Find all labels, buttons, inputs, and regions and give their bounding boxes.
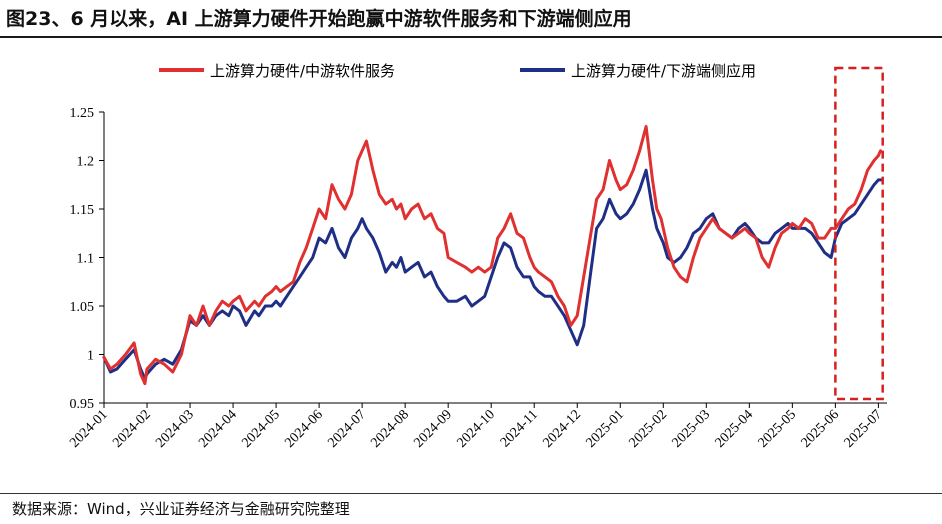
series-line-2	[102, 168, 882, 381]
x-tick-label: 2025-01	[583, 407, 627, 451]
legend: 上游算力硬件/中游软件服务 上游算力硬件/下游端侧应用	[159, 62, 756, 80]
title-rule	[0, 36, 942, 38]
source-note: 数据来源：Wind，兴业证券经济与金融研究院整理	[12, 500, 350, 518]
x-tick-label: 2024-08	[368, 407, 412, 451]
highlight-box	[834, 66, 884, 401]
y-tick-label: 1.15	[70, 203, 95, 218]
line-chart: 上游算力硬件/中游软件服务 上游算力硬件/下游端侧应用 0.95 1 1.05 1.1…	[67, 62, 887, 451]
x-tick-label: 2024-07	[325, 407, 369, 451]
legend-label-series-1: 上游算力硬件/中游软件服务	[210, 62, 395, 80]
x-tick-label: 2025-05	[756, 407, 800, 451]
x-tick-label: 2025-04	[713, 407, 757, 451]
x-tick-label: 2024-05	[239, 407, 283, 451]
x-tick-label: 2024-09	[411, 407, 455, 451]
y-tick-label: 1.25	[70, 106, 95, 121]
x-tick-label: 2024-04	[196, 407, 240, 451]
x-tick-label: 2024-06	[282, 407, 326, 451]
y-tick-label: 1	[87, 349, 94, 364]
footer-rule	[0, 493, 942, 494]
x-tick-label: 2025-03	[670, 407, 714, 451]
y-tick-label: 1.05	[70, 300, 95, 315]
legend-label-series-2: 上游算力硬件/下游端侧应用	[571, 62, 756, 80]
x-tick-label: 2025-06	[799, 407, 843, 451]
x-tick-label: 2024-11	[498, 407, 541, 450]
x-tick-label: 2024-03	[153, 407, 197, 451]
x-tick-label: 2024-10	[454, 407, 498, 451]
x-tick-label: 2024-02	[110, 407, 154, 451]
chart-title: 图23、6 月以来，AI 上游算力硬件开始跑赢中游软件服务和下游端侧应用	[6, 8, 632, 30]
y-tick-label: 1.2	[77, 155, 95, 170]
x-tick-label: 2024-01	[67, 407, 111, 451]
series-line-1	[102, 125, 882, 386]
x-tick-label: 2024-12	[540, 407, 584, 451]
x-tick-label: 2025-02	[627, 407, 671, 451]
x-tick-label: 2025-07	[842, 407, 886, 451]
y-tick-label: 0.95	[70, 397, 95, 412]
series-group	[102, 125, 882, 386]
y-tick-label: 1.1	[77, 252, 95, 267]
